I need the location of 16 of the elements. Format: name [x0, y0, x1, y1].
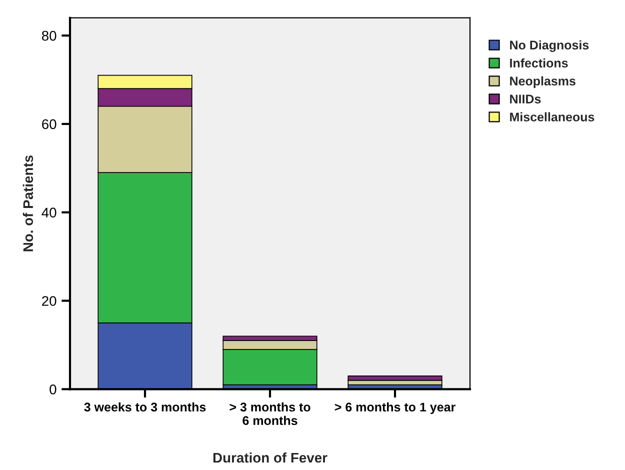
y-tick-label: 20	[42, 296, 56, 306]
x-tick-label: 3 weeks to 3 months	[84, 402, 206, 412]
legend-label: Neoplasms	[510, 76, 576, 88]
y-tick-label: 40	[42, 208, 56, 218]
legend-label: NIIDs	[510, 94, 541, 104]
legend-label: No Diagnosis	[510, 40, 589, 52]
x-tick-label: > 6 months to 1 year	[334, 402, 456, 414]
y-tick-label: 0	[50, 384, 56, 394]
bar	[348, 375, 442, 381]
x-axis-title: Duration of Fever	[213, 452, 328, 463]
y-tick-label: 80	[42, 30, 56, 41]
y-tick-label: 60	[42, 119, 56, 130]
x-tick-label: > 3 months to 6 months	[230, 402, 310, 425]
legend-label: Miscellaneous	[510, 112, 594, 122]
legend-label: Infections	[510, 58, 568, 68]
y-axis-title: No. of Patients	[22, 155, 34, 252]
